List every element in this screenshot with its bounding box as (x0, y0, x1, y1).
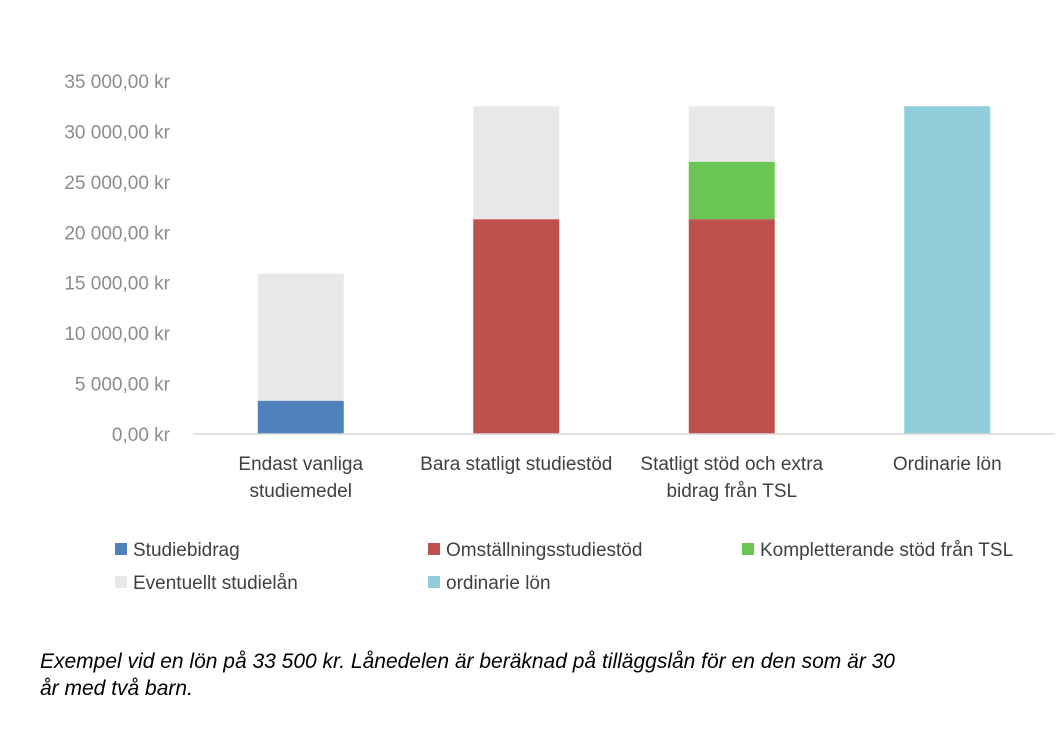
caption-line-1: Exempel vid en lön på 33 500 kr. Lånedel… (40, 650, 895, 673)
bar-segment (688, 161, 775, 220)
bar-segment (688, 106, 775, 162)
legend-swatch (428, 576, 440, 588)
bar-segment (473, 219, 560, 434)
bar-segment (473, 106, 560, 220)
legend-label: Studiebidrag (133, 540, 240, 561)
legend-label: ordinarie lön (446, 573, 551, 594)
y-tick-label: 10 000,00 kr (64, 324, 170, 345)
legend-label: Kompletterande stöd från TSL (760, 540, 1013, 561)
legend-swatch (115, 576, 127, 588)
bar-segment (904, 106, 991, 434)
stacked-bar-chart: 0,00 kr 5 000,00 kr 10 000,00 kr 15 000,00 … (64, 72, 1055, 594)
x-category-label: Bara statligt studiestöd (420, 454, 612, 475)
y-tick-label: 30 000,00 kr (64, 122, 170, 143)
legend-swatch (742, 543, 754, 555)
caption-line-2: år med två barn. (40, 677, 193, 700)
bar-segment (688, 219, 775, 434)
legend-swatch (115, 543, 127, 555)
legend: Studiebidrag Omställningsstudiestöd Komple… (115, 540, 1013, 594)
x-category-label: Endast vanliga (238, 454, 363, 475)
bar-segment (257, 273, 344, 401)
y-tick-label: 15 000,00 kr (64, 274, 170, 295)
y-axis-tick-labels: 0,00 kr 5 000,00 kr 10 000,00 kr 15 000,00 … (64, 72, 170, 446)
x-category-label: Ordinarie lön (893, 454, 1002, 475)
bars (257, 106, 991, 434)
y-tick-label: 0,00 kr (112, 425, 171, 446)
y-tick-label: 25 000,00 kr (64, 173, 170, 194)
x-category-label: studiemedel (250, 481, 352, 502)
x-axis-category-labels: Endast vanliga studiemedel Bara statligt s… (238, 454, 1001, 502)
legend-swatch (428, 543, 440, 555)
bar-segment (257, 400, 344, 434)
y-tick-label: 20 000,00 kr (64, 223, 170, 244)
x-category-label: bidrag från TSL (666, 481, 797, 502)
x-category-label: Statligt stöd och extra (640, 454, 823, 475)
legend-label: Omställningsstudiestöd (446, 540, 642, 561)
y-tick-label: 5 000,00 kr (75, 375, 171, 396)
y-tick-label: 35 000,00 kr (64, 72, 170, 93)
figure-caption: Exempel vid en lön på 33 500 kr. Lånedel… (40, 648, 1000, 702)
legend-label: Eventuellt studielån (133, 573, 298, 594)
